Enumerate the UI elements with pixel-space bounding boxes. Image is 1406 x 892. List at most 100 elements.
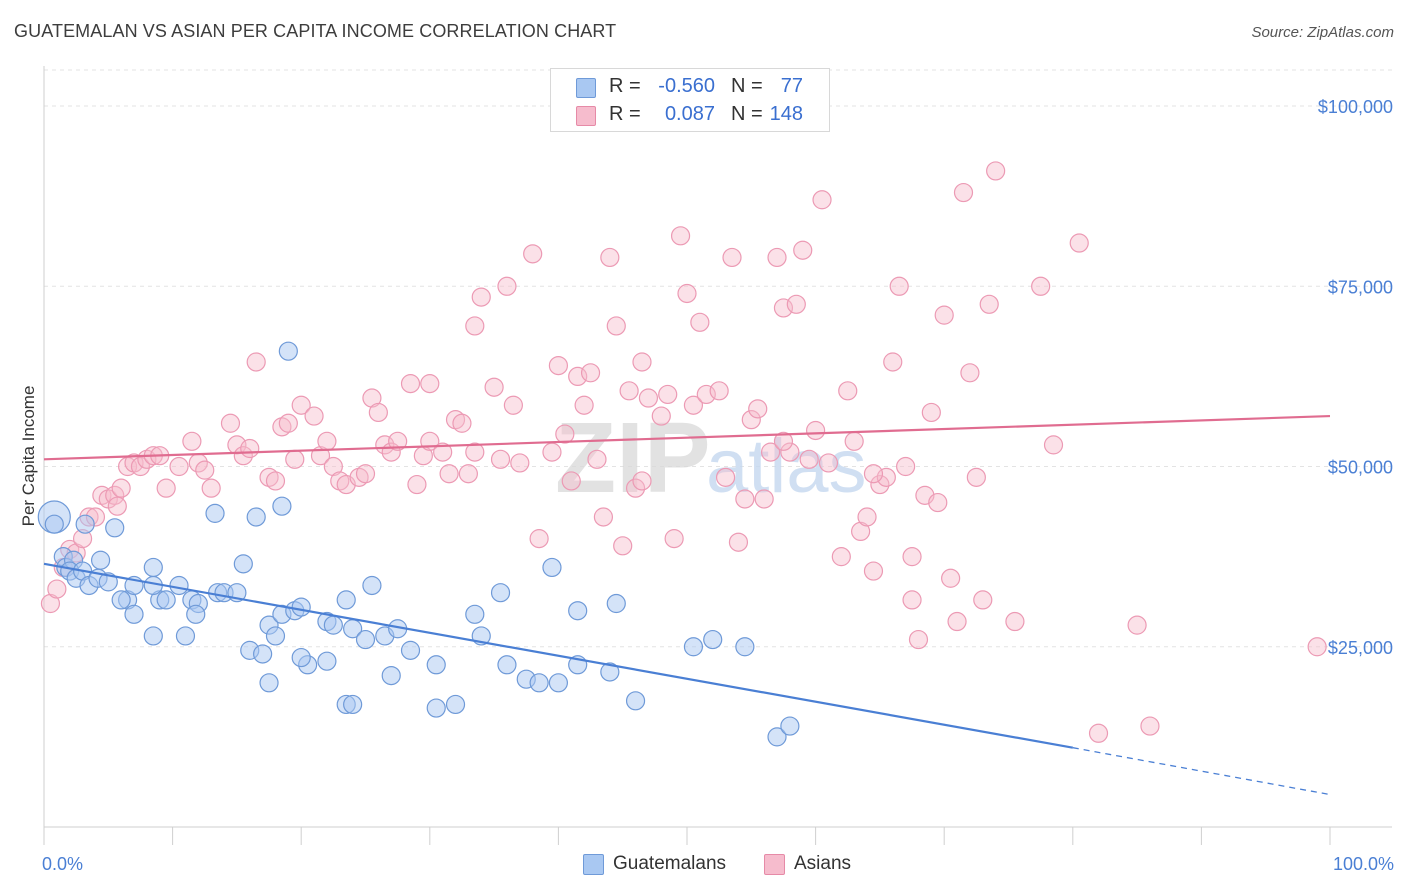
guatemalans-point: [703, 629, 723, 650]
asians-point: [741, 410, 761, 430]
guatemalans-point: [246, 507, 266, 527]
asians-point: [439, 464, 459, 484]
guatemalans-point: [767, 727, 787, 747]
guatemalans-point: [317, 651, 337, 671]
asians-point: [818, 453, 839, 473]
asians-point: [587, 449, 607, 469]
x-tick-label: 0.0%: [42, 854, 83, 874]
asians-point: [1043, 435, 1064, 455]
asians-point: [291, 395, 311, 415]
guatemalans-trend-extension: [1072, 747, 1331, 796]
guatemalans-point: [548, 673, 569, 693]
asians-point: [195, 460, 215, 480]
asians-point: [715, 467, 736, 487]
asians-point: [259, 467, 279, 487]
guatemalans-point: [253, 644, 273, 664]
asians-point: [632, 471, 652, 491]
asians-point: [651, 406, 671, 426]
asians-point: [748, 399, 768, 419]
asians-point: [278, 413, 298, 433]
guatemalans-point: [265, 626, 286, 646]
legend-swatch-asians: [576, 106, 596, 126]
guatemalans-point: [780, 716, 800, 736]
asians-point: [445, 410, 466, 430]
trend-lines: [43, 414, 1331, 796]
asians-point: [728, 532, 749, 552]
asians-point: [130, 456, 151, 477]
guatemalans-point: [44, 514, 64, 534]
asians-point: [632, 352, 652, 372]
asians-point: [285, 449, 305, 469]
asians-point: [201, 478, 221, 498]
guatemalans-point: [490, 583, 511, 603]
asians-point: [490, 449, 511, 469]
asians-trend-line: [43, 414, 1331, 461]
legend-r-value: -0.560: [658, 75, 715, 97]
chart-title: GUATEMALAN VS ASIAN PER CAPITA INCOME CO…: [14, 21, 617, 41]
guatemalans-point: [355, 629, 376, 650]
asians-point: [561, 471, 581, 491]
asians-point: [690, 312, 710, 332]
legend-row-guatemalans: R = -0.560 N = 77: [551, 73, 829, 101]
guatemalans-trend-line: [43, 562, 1073, 749]
tick-labels: $25,000 $50,000 $75,000 $100,000 0.0% 100.0%: [42, 97, 1394, 874]
legend-n-label: N =: [731, 103, 763, 125]
guatemalans-points: [37, 341, 800, 747]
asians-point: [844, 431, 864, 451]
asians-point: [600, 247, 620, 268]
guatemalans-point: [465, 604, 485, 624]
asians-point: [677, 283, 697, 304]
legend-row-asians: R = 0.087 N = 148: [551, 101, 829, 129]
asians-point: [368, 402, 388, 423]
asians-point: [265, 471, 286, 491]
asians-point: [793, 240, 813, 260]
asians-point: [523, 244, 543, 264]
asians-point: [805, 420, 826, 441]
asians-point: [458, 464, 478, 484]
guatemalans-point: [143, 557, 163, 578]
legend-swatch-guatemalans: [583, 854, 604, 875]
asians-point: [799, 449, 819, 469]
guatemalans-point: [156, 590, 176, 610]
guatemalans-point: [259, 673, 279, 693]
series-legend: Guatemalans Asians: [0, 852, 1406, 878]
asians-point: [767, 247, 787, 268]
asians-points: [40, 161, 1327, 743]
asians-point: [902, 547, 922, 567]
asians-point: [760, 442, 781, 462]
asians-point: [838, 381, 858, 401]
correlation-legend: R = -0.560 N = 77 R = 0.087 N = 148: [550, 68, 830, 132]
guatemalans-point: [445, 694, 466, 715]
y-tick-label: $100,000: [1318, 97, 1393, 117]
asians-point: [548, 355, 569, 376]
guatemalans-point: [735, 637, 755, 657]
asians-point: [233, 446, 253, 466]
asians-point: [1069, 233, 1089, 253]
asians-point: [111, 478, 131, 498]
asians-point: [349, 467, 369, 487]
guatemalans-point: [426, 655, 446, 675]
asians-point: [400, 374, 421, 394]
asians-point: [452, 413, 472, 433]
asians-point: [921, 402, 941, 423]
asians-point: [613, 536, 633, 556]
guatemalans-point: [323, 615, 343, 635]
guatemalans-point: [600, 662, 620, 682]
asians-point: [240, 438, 260, 459]
asians-point: [722, 247, 742, 268]
asians-point: [420, 374, 440, 394]
asians-point: [863, 561, 884, 581]
asians-point: [928, 492, 948, 513]
guatemalans-point: [606, 593, 626, 614]
watermark-atlas: atlas: [706, 424, 867, 509]
asians-point: [497, 276, 517, 296]
asians-point: [407, 474, 427, 495]
asians-point: [889, 276, 909, 296]
guatemalans-point: [336, 590, 356, 610]
asians-point: [773, 431, 794, 451]
asians-point: [625, 478, 646, 498]
guatemalans-point: [529, 673, 549, 693]
source-credit: Source: ZipAtlas.com: [1251, 24, 1394, 41]
legend-r-label: R =: [609, 103, 641, 125]
